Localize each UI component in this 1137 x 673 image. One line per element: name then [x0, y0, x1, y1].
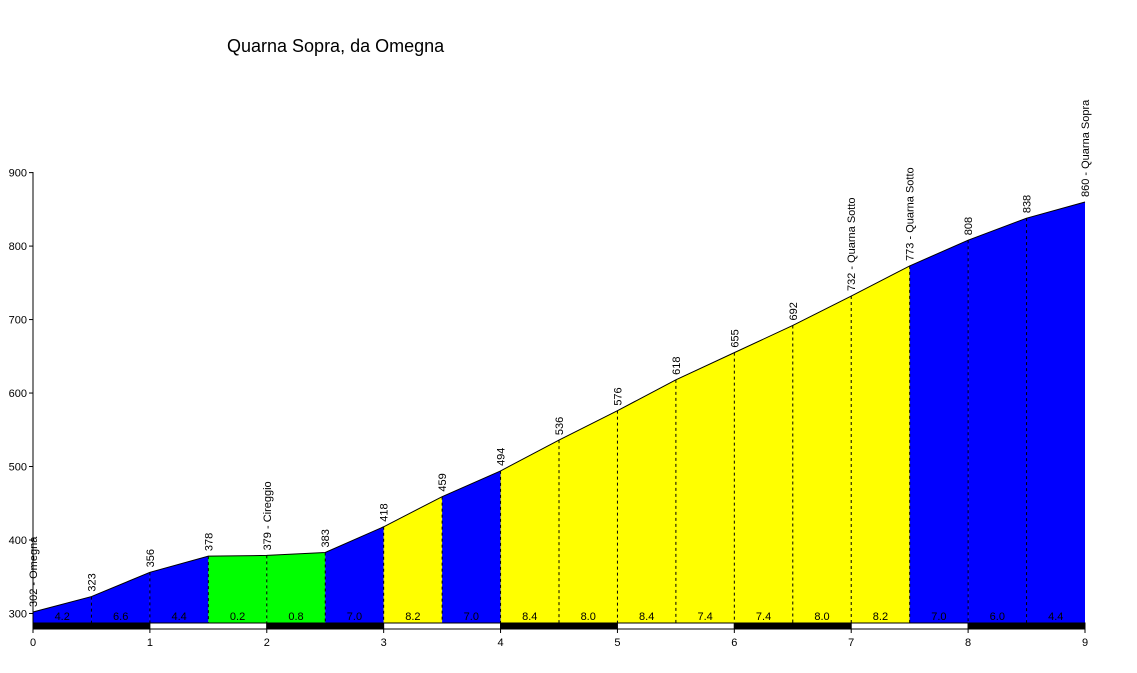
elevation-point-label: 692	[788, 302, 800, 320]
segment-grade-label: 7.4	[756, 611, 771, 623]
segment-grade-label: 0.2	[230, 611, 245, 623]
x-tick-label: 7	[848, 637, 854, 649]
km-bar-block	[616, 622, 735, 630]
y-tick-label: 400	[9, 535, 27, 547]
point-labels-layer: 302 - Omegna 323 356 378 379 - Cireggio 383 41…	[28, 99, 1092, 607]
segments-layer	[33, 202, 1085, 624]
segment-fill	[968, 218, 1027, 624]
elevation-point-label: 378	[203, 533, 215, 551]
segment-fill	[266, 552, 326, 623]
segment-fill	[149, 556, 209, 623]
segment-fill	[792, 296, 852, 623]
elevation-point-label: 323	[86, 573, 98, 591]
km-bar-block	[500, 622, 618, 630]
segment-fill	[383, 496, 443, 623]
x-tick-label: 0	[30, 637, 36, 649]
grade-labels-layer: 4.2 6.6 4.4 0.2 0.8 7.0 8.2 7.0 8.4 8.0 8.4 7.4 7.4 8…	[55, 611, 1064, 623]
elevation-point-label: 576	[612, 387, 624, 405]
x-tick-label: 2	[264, 637, 270, 649]
profile-line	[32, 201, 1086, 613]
elevation-point-label: 356	[145, 549, 157, 567]
segment-fill	[909, 240, 969, 623]
elevation-point-label: 302 - Omegna	[28, 536, 40, 607]
dividers-layer	[90, 218, 1028, 623]
segment-grade-label: 7.0	[464, 611, 479, 623]
elevation-point-label: 618	[671, 356, 683, 374]
km-bar-block	[32, 622, 151, 630]
km-bar-block	[383, 622, 502, 630]
segment-fill	[33, 596, 92, 623]
y-tick-label: 600	[9, 388, 27, 400]
km-bar-block	[266, 622, 385, 630]
segment-grade-label: 4.4	[1048, 611, 1063, 623]
elevation-point-label: 536	[554, 417, 566, 435]
segment-grade-label: 6.6	[113, 611, 128, 623]
segment-grade-label: 6.0	[990, 611, 1005, 623]
segment-fill	[675, 352, 735, 623]
elevation-point-label: 655	[729, 329, 741, 347]
segment-fill	[559, 410, 618, 623]
elevation-point-label: 459	[437, 473, 449, 491]
segment-fill	[442, 470, 501, 623]
segment-fill	[851, 265, 910, 623]
km-bar-block	[967, 622, 1086, 630]
elevation-point-label: 418	[379, 503, 391, 521]
km-bar-layer	[32, 622, 1086, 630]
km-bar-block	[733, 622, 852, 630]
segment-fill	[500, 440, 559, 623]
elevation-point-label: 383	[320, 529, 332, 547]
elevation-point-label: 732 - Quarna Sotto	[846, 197, 858, 291]
segment-grade-label: 7.0	[347, 611, 362, 623]
y-tick-label: 900	[9, 168, 27, 180]
km-bar-block	[850, 622, 969, 630]
segment-grade-label: 4.2	[55, 611, 70, 623]
x-tick-label: 4	[497, 637, 503, 649]
segment-fill	[734, 325, 793, 623]
segment-grade-label: 8.2	[873, 611, 888, 623]
segment-fill	[617, 379, 676, 623]
y-tick-label: 700	[9, 315, 27, 327]
segment-fill	[91, 572, 150, 623]
segment-fill	[1026, 202, 1085, 623]
profile-line-layer	[32, 201, 1086, 613]
y-tick-label: 500	[9, 462, 27, 474]
segment-grade-label: 7.0	[931, 611, 946, 623]
segment-fill	[208, 555, 267, 623]
chart-title: Quarna Sopra, da Omegna	[227, 36, 445, 56]
elevation-point-label: 838	[1022, 195, 1034, 213]
elevation-point-label: 494	[496, 448, 508, 466]
segment-grade-label: 0.8	[288, 611, 303, 623]
elevation-point-label: 860 - Quarna Sopra	[1080, 99, 1092, 197]
segment-grade-label: 8.4	[639, 611, 654, 623]
elevation-point-label: 808	[963, 217, 975, 235]
y-tick-label: 300	[9, 608, 27, 620]
segment-grade-label: 8.0	[581, 611, 596, 623]
x-tick-label: 1	[147, 637, 153, 649]
segment-fill	[325, 526, 384, 623]
x-tick-label: 3	[381, 637, 387, 649]
x-tick-label: 8	[965, 637, 971, 649]
x-tick-label: 9	[1082, 637, 1088, 649]
elevation-point-label: 379 - Cireggio	[262, 481, 274, 550]
elevation-point-label: 773 - Quarna Sotto	[905, 167, 917, 261]
x-tick-label: 6	[731, 637, 737, 649]
segment-grade-label: 8.0	[814, 611, 829, 623]
y-tick-label: 800	[9, 241, 27, 253]
x-tick-label: 5	[614, 637, 620, 649]
segment-grade-label: 8.2	[405, 611, 420, 623]
segment-grade-label: 4.4	[171, 611, 186, 623]
km-bar-block	[149, 622, 268, 630]
axes-layer: 300 400 500 600 700 800 900 0 1 2 3 4 5 6 7 8 9	[9, 168, 1088, 649]
segment-grade-label: 8.4	[522, 611, 537, 623]
segment-grade-label: 7.4	[697, 611, 712, 623]
